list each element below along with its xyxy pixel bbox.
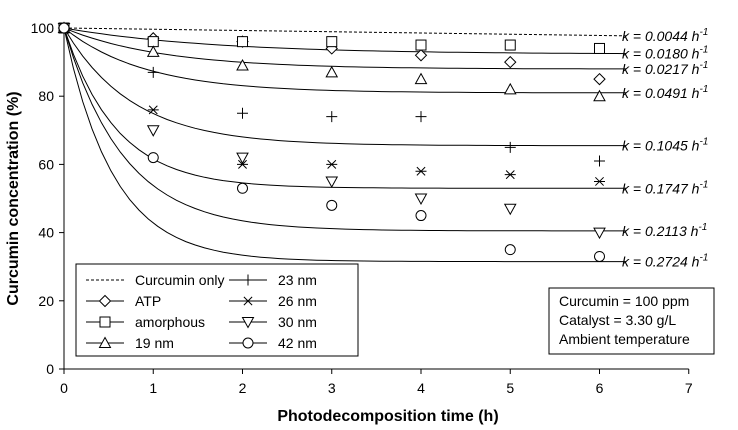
data-point — [594, 176, 605, 186]
x-tick-label: 7 — [685, 380, 693, 396]
data-point — [415, 166, 427, 176]
data-point — [593, 89, 606, 102]
data-point — [594, 42, 605, 54]
legend-marker — [99, 316, 111, 328]
k-label: k = 0.0491 h-1 — [622, 84, 708, 101]
data-point — [504, 55, 517, 69]
legend-marker — [98, 336, 112, 348]
data-point — [326, 36, 338, 48]
data-point — [414, 72, 428, 85]
fit-curve — [63, 27, 627, 189]
data-point — [326, 111, 338, 123]
condition-line: Catalyst = 3.30 g/L — [559, 312, 676, 328]
y-tick-label: 40 — [38, 225, 54, 241]
data-point — [415, 39, 427, 51]
k-label: k = 0.1747 h-1 — [622, 179, 708, 196]
conditions-box: Curcumin = 100 ppm Catalyst = 3.30 g/L Amb… — [548, 287, 715, 355]
y-tick-label: 100 — [31, 20, 55, 36]
data-point — [414, 193, 428, 206]
k-label: k = 0.1045 h-1 — [622, 137, 708, 154]
conditions-box-frame — [548, 287, 715, 355]
fit-curve — [63, 27, 627, 263]
data-point — [326, 159, 338, 169]
legend-marker — [242, 337, 254, 349]
data-point — [237, 182, 248, 194]
data-point — [326, 199, 338, 211]
data-point — [414, 49, 428, 62]
data-point — [146, 45, 160, 57]
x-tick-label: 4 — [417, 380, 425, 396]
k-label: k = 0.0180 h-1 — [622, 45, 708, 62]
data-point — [504, 39, 516, 51]
data-point — [147, 152, 159, 164]
data-point — [237, 36, 248, 48]
data-point — [504, 141, 516, 153]
y-axis-title: Curcumin concentration (%) — [5, 91, 22, 305]
data-point — [593, 72, 606, 86]
data-point — [594, 155, 605, 167]
x-tick-label: 5 — [506, 380, 514, 396]
data-point — [147, 36, 159, 48]
data-point — [325, 65, 339, 78]
x-tick-label: 0 — [60, 380, 68, 396]
data-point — [147, 66, 159, 78]
legend-marker — [98, 294, 112, 308]
condition-line: Curcumin = 100 ppm — [559, 293, 689, 309]
label-layer: 0 20 40 60 80 100 0 1 2 3 4 5 6 7 Photodecomposition t… — [5, 20, 708, 425]
y-tick-label: 20 — [38, 293, 54, 309]
condition-line: Ambient temperature — [559, 331, 690, 347]
k-label: k = 0.0217 h-1 — [622, 60, 708, 77]
y-tick-label: 60 — [38, 156, 54, 172]
data-point — [146, 125, 160, 137]
data-point — [237, 159, 248, 169]
fit-curve-curcumin-only — [63, 27, 627, 37]
data-point — [594, 250, 605, 262]
x-tick-label: 1 — [149, 380, 157, 396]
x-tick-label: 3 — [328, 380, 336, 396]
k-label: k = 0.0044 h-1 — [622, 27, 708, 44]
data-point — [503, 82, 517, 95]
legend-label: Curcumin only — [135, 272, 224, 288]
y-tick-label: 0 — [46, 361, 54, 377]
data-point — [237, 107, 248, 119]
legend-marker — [241, 317, 255, 329]
data-point — [503, 203, 517, 216]
data-point — [504, 170, 516, 180]
mark-layer — [57, 21, 606, 262]
fit-curve — [63, 27, 627, 232]
legend-label: 26 nm — [278, 293, 317, 309]
legend-label: amorphous — [135, 314, 205, 330]
data-point — [593, 227, 606, 240]
legend-label: ATP — [135, 293, 161, 309]
data-point — [504, 244, 516, 256]
x-tick-label: 6 — [596, 380, 604, 396]
k-label: k = 0.2113 h-1 — [622, 222, 707, 239]
legend-label: 30 nm — [278, 314, 317, 330]
legend-label: 19 nm — [135, 335, 174, 351]
k-label: k = 0.2724 h-1 — [622, 253, 708, 270]
data-point — [325, 176, 339, 188]
fit-curve — [63, 27, 627, 147]
data-point — [415, 111, 427, 123]
legend-marker — [242, 296, 254, 306]
legend-marker — [242, 274, 254, 286]
data-point — [415, 210, 427, 222]
legend-label: 42 nm — [278, 335, 317, 351]
data-point — [236, 152, 249, 165]
x-axis-title: Photodecomposition time (h) — [277, 408, 498, 425]
data-point — [147, 105, 159, 115]
data-point — [236, 58, 249, 71]
x-tick-label: 2 — [239, 380, 247, 396]
y-tick-label: 80 — [38, 88, 54, 104]
legend: Curcumin only ATP amorphous 19 nm 23 nm 26 nm… — [75, 263, 359, 357]
legend-label: 23 nm — [278, 272, 317, 288]
data-point — [58, 22, 70, 34]
fit-curve — [63, 27, 627, 70]
legend-box — [75, 263, 359, 357]
